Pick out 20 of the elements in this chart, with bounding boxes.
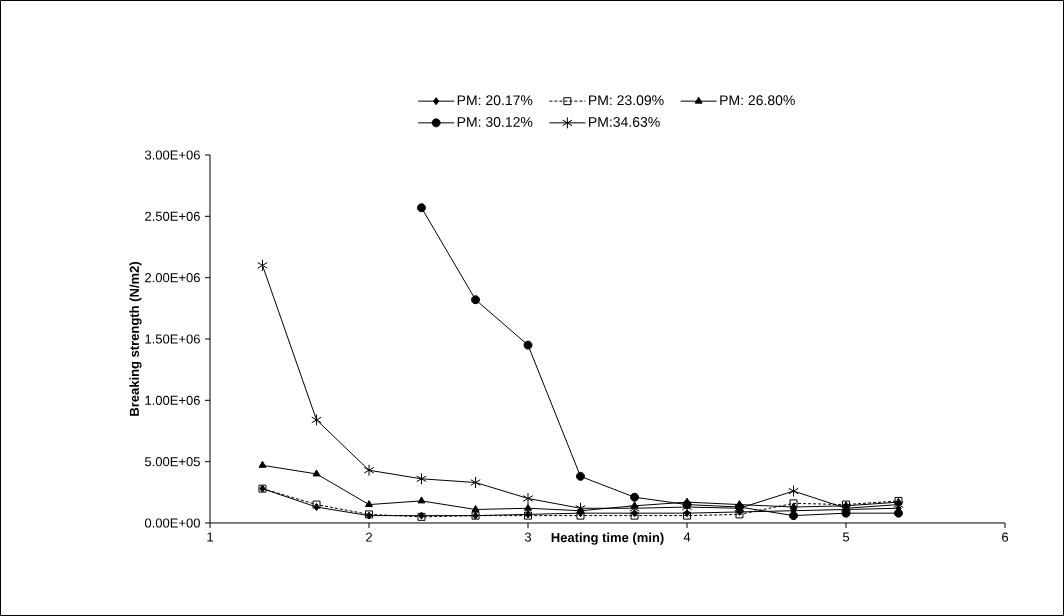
y-tick-label: 2.50E+06 [145,211,200,221]
x-tick-label: 4 [683,532,691,542]
y-tick-label: 2.00E+06 [145,273,200,283]
y-tick-label: 5.00E+05 [144,457,200,467]
x-tick-label: 1 [207,532,213,542]
y-tick-label: 1.50E+06 [145,334,200,344]
x-tick-label: 3 [524,532,532,542]
legend-label: PM: 23.09% [589,95,664,106]
legend-label: PM: 26.80% [720,95,795,106]
y-tick-label: 1.00E+06 [145,395,200,405]
y-tick-label: 3.00E+06 [144,150,200,160]
legend-label: PM: 20.17% [457,95,533,106]
x-axis-title: Heating time (min) [551,532,664,545]
x-tick-label: 6 [1002,532,1009,542]
legend-label: PM:34.63% [589,116,660,127]
x-tick-label: 5 [842,532,850,542]
legend-label: PM: 30.12% [457,116,533,127]
y-tick-label: 0.00E+00 [144,518,200,528]
x-tick-label: 2 [366,532,372,542]
y-axis-title: Breaking strength (N/m2) [129,261,142,416]
